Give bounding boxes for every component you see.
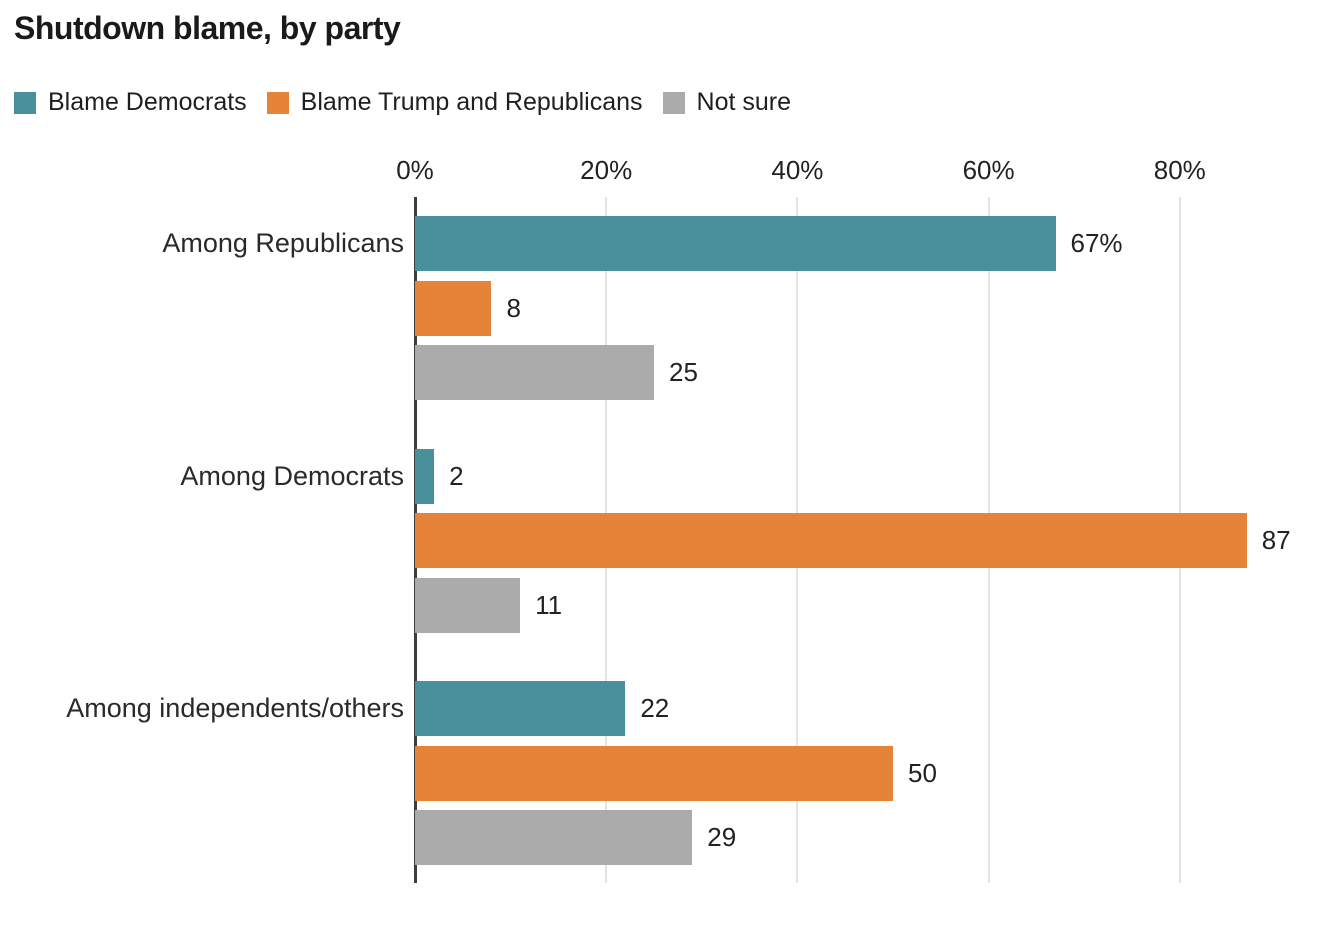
category-label: Among Democrats <box>180 460 404 491</box>
x-tick-label: 0% <box>396 155 434 185</box>
x-tick-label: 20% <box>580 155 633 185</box>
legend-swatch-icon <box>14 91 36 114</box>
bar-not-sure <box>415 577 521 633</box>
x-tick-label: 80% <box>1153 155 1206 185</box>
bar-value-label: 8 <box>506 292 521 323</box>
legend-item: Not sure <box>662 88 792 117</box>
x-tick-label: 60% <box>962 155 1015 185</box>
bar-value-label: 67% <box>1070 228 1123 258</box>
x-tick-label: 40% <box>771 155 824 185</box>
bar-not-sure <box>415 810 693 865</box>
category-label: Among independents/others <box>66 693 404 723</box>
bar-value-label: 22 <box>640 693 670 723</box>
bar-blame-trump-and-republicans <box>415 745 893 801</box>
category-label: Among Republicans <box>162 228 404 258</box>
legend-swatch-icon <box>266 91 289 114</box>
legend-label: Blame Democrats <box>48 88 247 116</box>
legend-swatch-icon <box>662 91 685 114</box>
bar-value-label: 25 <box>669 357 698 387</box>
bar-blame-democrats <box>415 681 626 736</box>
bar-blame-democrats <box>415 448 435 504</box>
legend-item: Blame Trump and Republicans <box>266 88 643 117</box>
chart-title: Shutdown blame, by party <box>14 10 401 46</box>
legend: Blame Democrats Blame Trump and Republica… <box>14 88 811 117</box>
bar-value-label: 29 <box>707 822 737 852</box>
bar-value-label: 50 <box>908 757 937 788</box>
legend-label: Blame Trump and Republicans <box>300 88 643 116</box>
bar-value-label: 11 <box>535 589 563 620</box>
legend-label: Not sure <box>696 88 792 116</box>
bar-blame-democrats <box>415 216 1056 271</box>
bar-value-label: 87 <box>1261 525 1291 555</box>
bar-blame-trump-and-republicans <box>415 513 1247 568</box>
bar-value-label: 2 <box>449 460 464 491</box>
legend-item: Blame Democrats <box>14 88 247 117</box>
bar-not-sure <box>415 345 654 400</box>
bar-blame-trump-and-republicans <box>415 280 492 336</box>
